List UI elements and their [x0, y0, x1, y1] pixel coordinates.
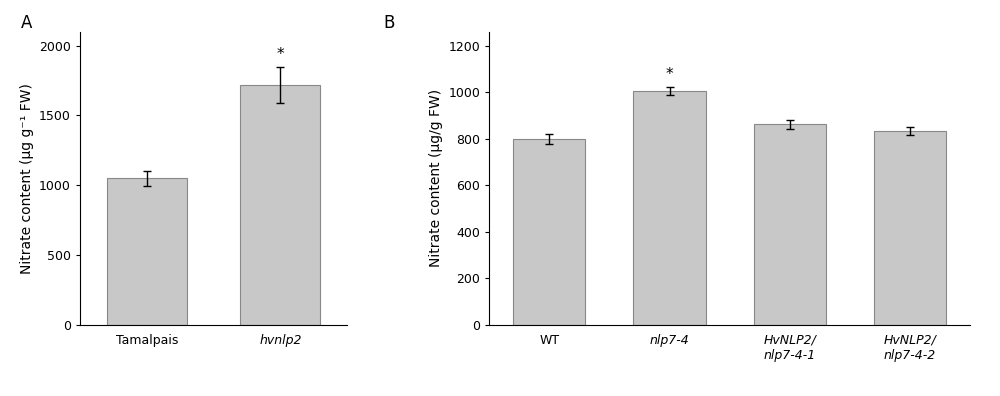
Bar	[633, 91, 706, 325]
Bar	[513, 139, 585, 325]
Bar	[240, 85, 320, 325]
Text: *: *	[277, 47, 284, 62]
Y-axis label: Nitrate content (μg/g FW): Nitrate content (μg/g FW)	[429, 89, 443, 267]
Text: *: *	[666, 67, 673, 82]
Text: B: B	[383, 14, 395, 32]
Bar	[107, 178, 187, 325]
Y-axis label: Nitrate content (μg g⁻¹ FW): Nitrate content (μg g⁻¹ FW)	[20, 83, 34, 274]
Bar	[754, 124, 826, 325]
Text: A: A	[21, 14, 33, 32]
Bar	[874, 131, 946, 325]
